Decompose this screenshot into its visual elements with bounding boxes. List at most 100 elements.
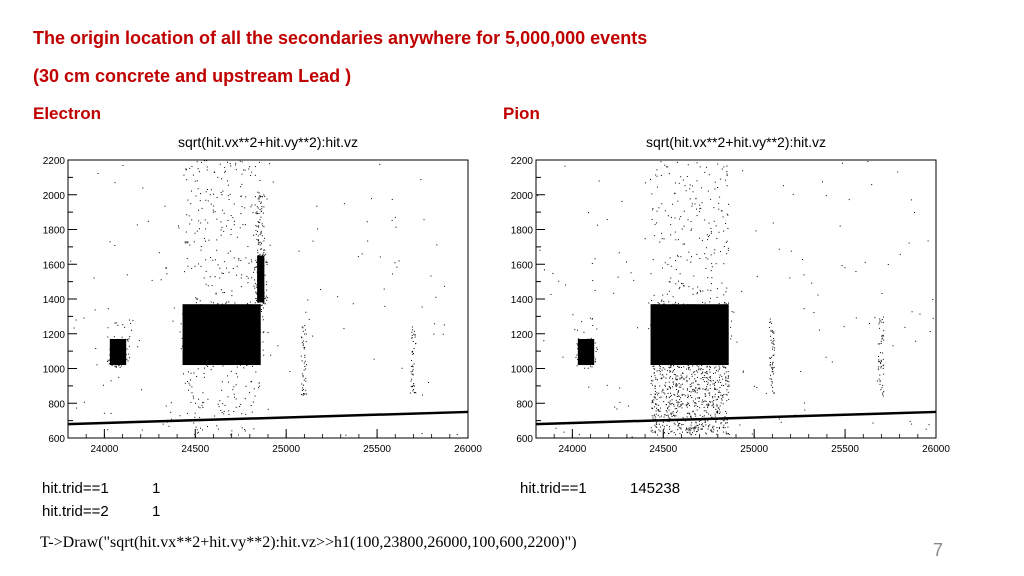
point <box>305 311 307 313</box>
point <box>239 227 241 229</box>
point <box>681 376 683 378</box>
point <box>219 339 221 341</box>
point <box>198 171 200 173</box>
point <box>303 369 305 371</box>
point <box>684 356 686 358</box>
point <box>725 329 727 331</box>
point <box>881 338 883 340</box>
point <box>411 350 413 352</box>
point <box>673 373 675 375</box>
point <box>674 361 676 363</box>
point <box>361 253 363 255</box>
point <box>714 413 716 415</box>
point <box>687 404 689 406</box>
point <box>670 365 672 367</box>
point <box>258 254 260 256</box>
point <box>680 401 682 403</box>
point <box>673 394 675 396</box>
point <box>263 206 265 208</box>
point <box>234 358 236 360</box>
point <box>598 180 600 182</box>
point <box>695 434 697 436</box>
point <box>691 375 693 377</box>
point <box>258 198 260 200</box>
point <box>261 223 263 225</box>
point <box>659 366 661 368</box>
point <box>658 392 660 394</box>
point <box>255 224 257 226</box>
point <box>664 385 666 387</box>
point <box>673 415 675 417</box>
point <box>653 303 655 305</box>
point <box>582 344 584 346</box>
point <box>679 273 681 275</box>
point <box>726 173 728 175</box>
point <box>703 401 705 403</box>
point <box>194 412 196 414</box>
point <box>880 340 882 342</box>
point <box>224 404 226 406</box>
point <box>710 430 712 432</box>
point <box>182 313 184 315</box>
point <box>666 373 668 375</box>
point <box>879 374 881 376</box>
point <box>265 297 267 299</box>
point <box>710 329 712 331</box>
point <box>702 379 704 381</box>
point <box>706 404 708 406</box>
point <box>727 247 729 249</box>
point <box>592 358 594 360</box>
point <box>678 383 680 385</box>
point <box>371 198 373 200</box>
point <box>682 373 684 375</box>
point <box>234 302 236 304</box>
point <box>696 365 698 367</box>
x-tick-label: 24000 <box>558 444 586 455</box>
point <box>704 253 706 255</box>
point <box>654 406 656 408</box>
point <box>577 359 579 361</box>
point <box>680 397 682 399</box>
point <box>675 415 677 417</box>
point <box>257 292 259 294</box>
point <box>206 305 208 307</box>
point <box>698 369 700 371</box>
point <box>680 256 682 258</box>
point <box>710 254 712 256</box>
point <box>773 366 775 368</box>
point <box>772 331 774 333</box>
point <box>672 412 674 414</box>
point <box>681 228 683 230</box>
point <box>110 412 112 414</box>
point <box>244 430 246 432</box>
point <box>914 211 916 213</box>
point <box>706 371 708 373</box>
point <box>574 329 576 331</box>
point <box>719 353 721 355</box>
point <box>307 299 309 301</box>
point <box>263 265 265 267</box>
point <box>867 160 869 162</box>
point <box>413 352 415 354</box>
point <box>680 216 682 218</box>
point <box>207 222 209 224</box>
point <box>682 243 684 245</box>
point <box>196 429 198 431</box>
point <box>663 238 665 240</box>
point <box>217 331 219 333</box>
point <box>651 218 653 220</box>
point <box>200 193 202 195</box>
point <box>224 292 226 294</box>
point <box>688 427 690 429</box>
point <box>675 301 677 303</box>
point <box>718 391 720 393</box>
point <box>254 279 256 281</box>
x-tick-label: 25000 <box>740 444 768 455</box>
point <box>589 358 591 360</box>
point <box>232 217 234 219</box>
point <box>682 383 684 385</box>
point <box>687 352 689 354</box>
point <box>710 290 712 292</box>
point <box>675 182 677 184</box>
point <box>705 400 707 402</box>
